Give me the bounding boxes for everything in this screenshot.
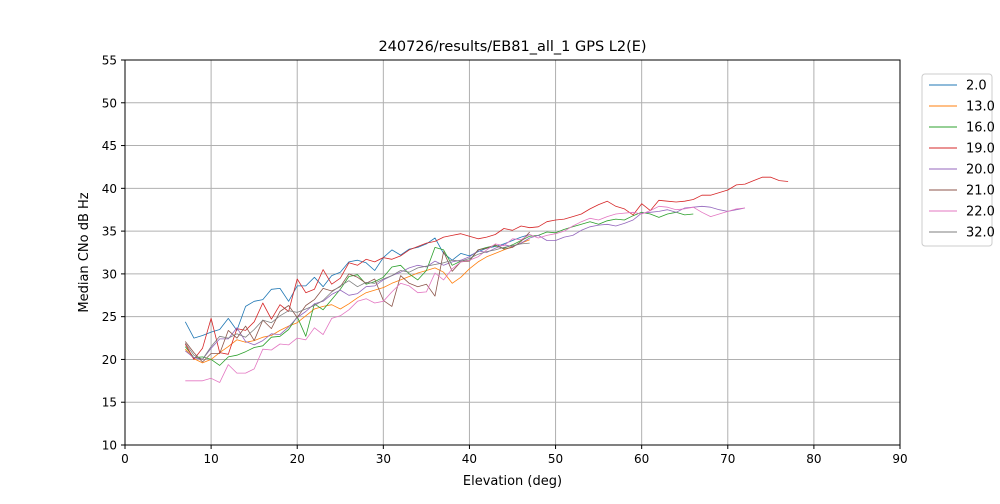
series-line-32-0 — [184, 242, 530, 360]
y-tick-label: 35 — [102, 225, 117, 239]
y-tick-label: 15 — [102, 396, 117, 410]
legend-label: 21.0 — [966, 184, 995, 199]
y-tick-label: 40 — [102, 182, 117, 196]
y-tick-label: 20 — [102, 353, 117, 367]
y-tick-label: 55 — [102, 54, 117, 68]
x-axis-ticks: 0 10 20 30 40 50 60 70 80 90 — [121, 445, 908, 466]
x-tick-label: 10 — [203, 452, 218, 466]
legend-label: 20.0 — [966, 163, 995, 178]
y-tick-label: 10 — [102, 439, 117, 453]
legend-label: 22.0 — [966, 205, 995, 220]
y-tick-label: 30 — [102, 267, 117, 281]
legend-label: 2.0 — [966, 79, 987, 94]
chart-title: 240726/results/EB81_all_1 GPS L2(E) — [378, 39, 646, 55]
x-tick-label: 60 — [634, 452, 649, 466]
legend-label: 19.0 — [966, 142, 995, 157]
legend-label: 13.0 — [966, 100, 995, 115]
x-tick-label: 90 — [892, 452, 907, 466]
series-lines — [184, 176, 789, 383]
series-line-20-0 — [185, 205, 746, 360]
legend: 2.0 13.0 16.0 19.0 20.0 21.0 22.0 32.0 — [921, 73, 995, 247]
legend-label: 32.0 — [966, 226, 995, 241]
x-tick-label: 30 — [376, 452, 391, 466]
series-line-22-0 — [185, 205, 746, 383]
y-tick-label: 25 — [102, 310, 117, 324]
x-axis-label: Elevation (deg) — [463, 474, 562, 489]
y-tick-label: 50 — [102, 96, 117, 110]
series-line-16-0 — [184, 211, 694, 366]
y-axis-label: Median CNo dB Hz — [77, 192, 92, 312]
x-tick-label: 80 — [806, 452, 821, 466]
legend-label: 16.0 — [966, 121, 995, 136]
y-axis-ticks: 10 15 20 25 30 35 40 45 50 55 — [102, 54, 125, 453]
legend-box — [921, 73, 993, 247]
x-tick-label: 50 — [548, 452, 563, 466]
plot-frame — [124, 59, 901, 446]
y-tick-label: 45 — [102, 139, 117, 153]
series-line-13-0 — [185, 239, 530, 364]
x-tick-label: 70 — [720, 452, 735, 466]
series-line-19-0 — [184, 176, 789, 360]
x-tick-label: 0 — [121, 452, 129, 466]
x-tick-label: 20 — [290, 452, 305, 466]
x-tick-label: 40 — [462, 452, 477, 466]
